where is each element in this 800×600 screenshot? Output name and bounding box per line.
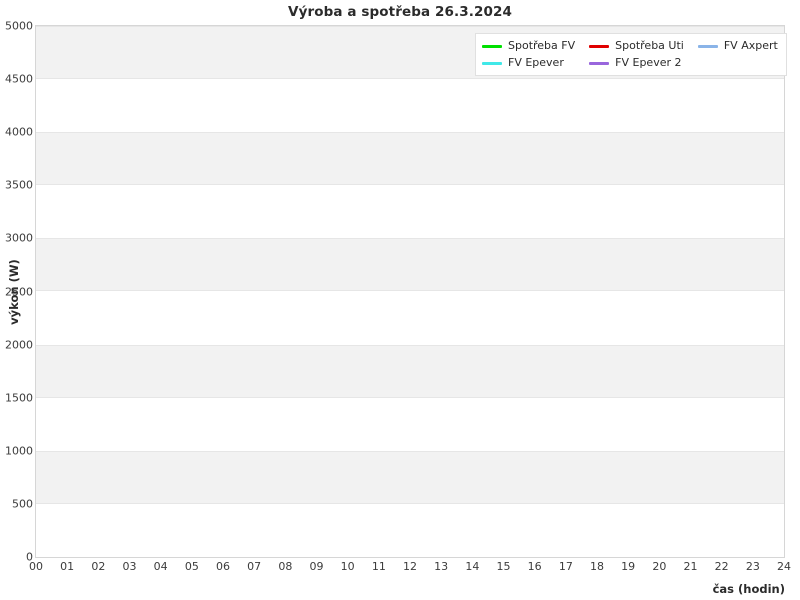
x-tick-label: 18 [590,560,604,573]
x-tick-label: 08 [278,560,293,573]
y-tick-label: 4000 [5,125,33,139]
x-tick-label: 11 [371,560,386,573]
x-tick-label: 09 [309,560,324,573]
x-tick-label: 03 [122,560,137,573]
x-tick-label: 19 [621,560,636,573]
x-tick-label: 00 [29,560,43,573]
x-tick-label: 15 [496,560,511,573]
grid-band [36,344,784,398]
y-tick-label: 0 [26,550,33,564]
x-tick-label: 22 [714,560,729,573]
grid-band [36,132,784,186]
x-tick-label: 21 [683,560,698,573]
x-tick-label: 13 [434,560,449,573]
y-tick-label: 3500 [5,178,33,192]
y-tick-label: 4500 [5,72,33,86]
x-tick-label: 07 [247,560,262,573]
legend-color-swatch-icon [589,61,610,65]
y-tick-label: 3000 [5,231,33,245]
x-axis-label: čas (hodin) [712,582,785,596]
x-tick-label: 17 [558,560,573,573]
chart-title: Výroba a spotřeba 26.3.2024 [288,4,512,20]
plot-area[interactable] [35,25,785,558]
legend-color-swatch-icon [697,44,718,48]
legend-label: Spotřeba Uti [615,39,684,52]
x-tick-label: 14 [465,560,480,573]
x-tick-label: 10 [340,560,355,573]
y-tick-label: 2500 [5,285,33,298]
y-axis: výkon (W) 0 500 1000 1500 2000 2500 3000 3500 40… [0,20,33,564]
legend-label: FV Epever [508,56,564,69]
legend-entry[interactable]: Spotřeba FV [482,39,575,53]
x-axis: čas (hodin) 00 01 02 03 04 05 06 07 08 09 10 11 12 13… [29,560,791,596]
x-tick-label: 23 [745,560,760,573]
legend-label: FV Axpert [723,39,778,52]
y-tick-label: 1500 [5,391,33,405]
legend-color-swatch-icon [482,61,502,65]
y-tick-label: 5000 [5,19,33,33]
y-tick-label: 2000 [5,338,33,352]
x-tick-label: 02 [91,560,106,573]
x-tick-label: 24 [777,560,791,573]
x-tick-label: 16 [527,560,542,573]
x-tick-label: 06 [216,560,230,573]
x-tick-label: 01 [60,560,75,573]
x-tick-label: 05 [184,560,199,573]
grid-band [36,238,784,292]
legend-label: FV Epever 2 [615,56,682,69]
y-tick-label: 1000 [5,444,33,458]
x-tick-label: 12 [403,560,417,573]
legend-entry[interactable]: FV Epever [482,56,575,70]
legend-entry[interactable]: FV Epever 2 [589,56,684,70]
legend-entry[interactable]: FV Axpert [697,39,778,53]
x-tick-label: 04 [153,560,168,573]
y-tick-label: 500 [12,497,33,511]
legend-color-swatch-icon [482,44,502,48]
legend-label: Spotřeba FV [508,39,576,52]
chart-legend[interactable]: Spotřeba FV Spotřeba Uti FV Axpert FV Epeve… [475,33,787,76]
grid-band [36,450,784,504]
legend-color-swatch-icon [589,44,610,48]
legend-entry[interactable]: Spotřeba Uti [589,39,684,53]
x-tick-label: 20 [652,560,667,573]
